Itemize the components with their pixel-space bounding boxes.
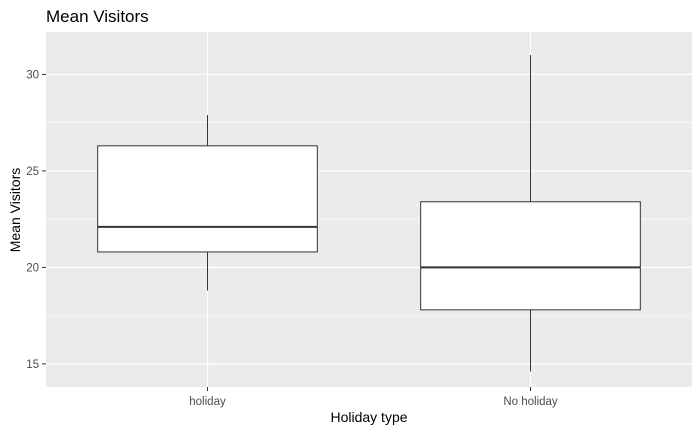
boxes (97, 55, 641, 372)
box-no-holiday (420, 201, 641, 311)
y-tick-label: 15 (26, 359, 39, 371)
x-axis-title: Holiday type (330, 409, 407, 425)
y-axis-ticks: 15 20 25 30 (26, 69, 46, 371)
y-tick-label: 25 (26, 166, 39, 178)
box-holiday (97, 145, 318, 253)
y-tick-label: 20 (26, 262, 39, 274)
x-tick-label: holiday (189, 396, 226, 408)
x-axis-ticks: holiday No holiday (189, 387, 558, 408)
y-tick-label: 30 (26, 69, 39, 81)
chart-title: Mean Visitors (46, 7, 149, 26)
y-axis-title: Mean Visitors (7, 168, 23, 253)
x-tick-label: No holiday (503, 396, 558, 408)
